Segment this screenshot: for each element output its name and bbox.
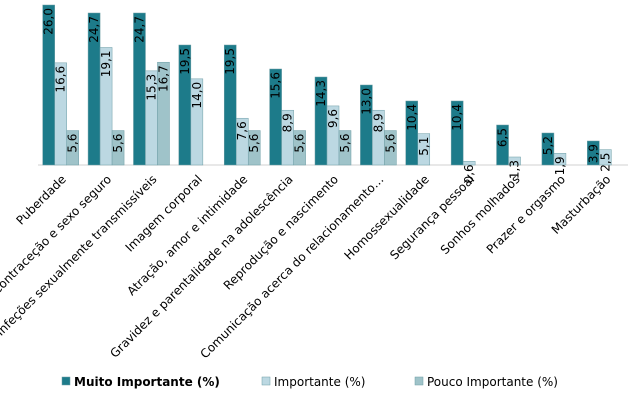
bar (496, 124, 509, 166)
value-label: 3,9 (586, 144, 600, 163)
bar (384, 130, 397, 166)
value-label: 24,7 (87, 16, 101, 43)
value-label: 5,2 (541, 136, 555, 155)
x-tick-label: Homossexualidade (342, 172, 432, 262)
value-label: 16,6 (54, 66, 68, 93)
bar (293, 130, 306, 166)
legend-label: Importante (%) (274, 375, 365, 389)
value-label: 15,3 (144, 74, 158, 101)
value-label: 24,7 (132, 16, 146, 43)
value-label: 8,9 (371, 113, 385, 132)
value-label: 5,6 (383, 134, 397, 153)
value-label: 5,6 (66, 134, 80, 153)
value-label: 5,6 (247, 134, 261, 153)
bar (247, 130, 261, 166)
legend-label: Pouco Importante (%) (427, 375, 558, 389)
value-label: 5,6 (111, 134, 125, 153)
bar (599, 149, 612, 166)
bar (462, 161, 476, 166)
value-label: 19,5 (178, 48, 192, 75)
value-label: 19,5 (223, 48, 237, 75)
value-label: 13,0 (359, 88, 373, 115)
x-tick-label: Sonhos molhados (438, 172, 523, 257)
value-label: 0,6 (462, 164, 476, 183)
bar (157, 61, 170, 166)
value-label: 5,6 (293, 134, 307, 153)
value-label: 6,5 (496, 128, 510, 147)
value-label: 1,3 (508, 160, 522, 179)
legend-swatch (261, 376, 271, 386)
x-tick-label: Imagem corporal (123, 172, 205, 254)
bar (338, 130, 352, 166)
value-label: 8,9 (281, 113, 295, 132)
value-label: 5,6 (338, 134, 352, 153)
value-label: 10,4 (450, 104, 464, 131)
bar (111, 130, 125, 166)
value-label: 26,0 (42, 8, 56, 35)
bar (223, 44, 237, 166)
x-tick-label: Prazer e orgasmo (484, 172, 568, 256)
bar (508, 156, 521, 166)
bar (66, 130, 79, 166)
bar (190, 78, 204, 166)
bar (405, 100, 419, 166)
value-label: 9,6 (326, 109, 340, 128)
bar (553, 153, 567, 166)
value-label: 10,4 (405, 104, 419, 131)
value-label: 19,1 (99, 50, 113, 77)
legend-swatch (414, 376, 424, 386)
x-tick-label: Segurança pessoal (387, 172, 477, 262)
value-label: 14,0 (190, 82, 204, 109)
value-label: 1,9 (553, 156, 567, 175)
legend-label: Muito Importante (%) (74, 375, 220, 389)
bar (417, 133, 431, 166)
value-label: 15,6 (269, 72, 283, 99)
bar (54, 62, 67, 166)
value-label: 16,7 (156, 65, 170, 92)
value-label: 2,5 (598, 153, 612, 172)
value-label: 7,6 (235, 121, 249, 140)
value-label: 5,1 (417, 137, 431, 156)
bar (541, 132, 555, 166)
legend-swatch (61, 376, 71, 386)
bar (99, 47, 113, 166)
value-label: 14,3 (314, 80, 328, 107)
bar (450, 100, 464, 166)
